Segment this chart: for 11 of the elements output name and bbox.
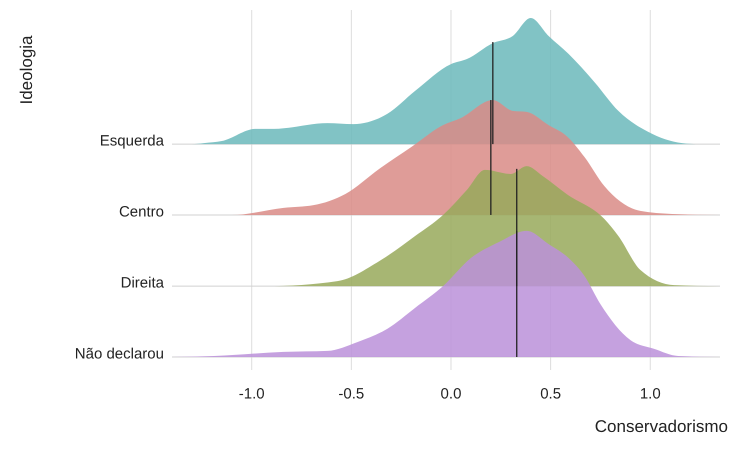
series-label: Direita [120, 274, 165, 292]
x-tick-label: -0.5 [338, 386, 364, 403]
text: Ideologia [17, 34, 36, 105]
x-tick-label: 1.0 [640, 386, 661, 403]
x-axis-title: Conservadorismo [594, 417, 728, 436]
series-label: Centro [118, 203, 164, 220]
x-tick-label: 0.0 [440, 386, 462, 403]
x-tick-label: 0.5 [540, 386, 562, 403]
series-label: Não declarou [74, 346, 164, 362]
series-label: Esquerda [100, 132, 165, 150]
x-tick-label: -1.0 [238, 386, 265, 403]
